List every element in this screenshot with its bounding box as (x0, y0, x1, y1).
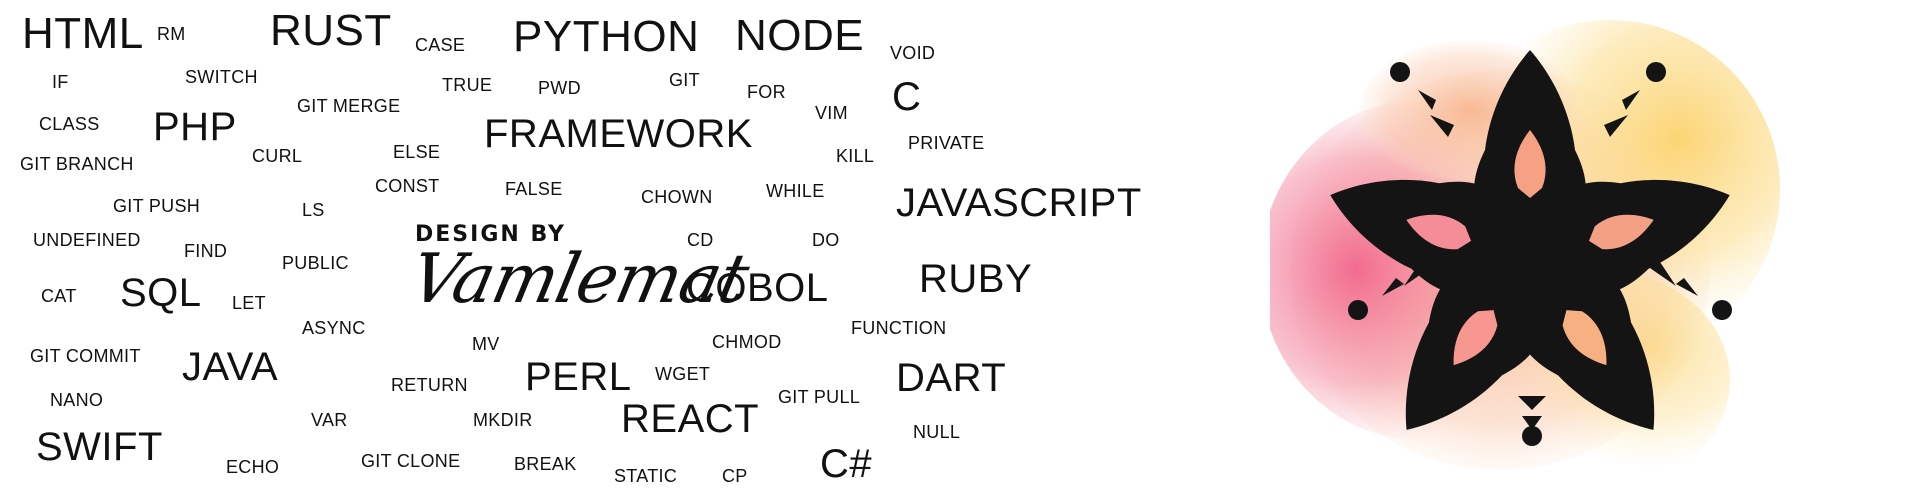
keyword-php: PHP (153, 105, 237, 149)
keyword-git-push: GIT PUSH (113, 196, 201, 216)
keyword-html: HTML (22, 9, 144, 58)
keyword-ruby: RUBY (919, 257, 1033, 301)
keyword-rm: RM (157, 24, 186, 44)
keyword-nano: NANO (50, 390, 104, 410)
keyword-pwd: PWD (538, 78, 581, 98)
keyword-swift: SWIFT (36, 425, 163, 469)
signature: Vamlemat (403, 240, 755, 319)
keyword-void: VOID (890, 43, 936, 63)
keyword-chmod: CHMOD (712, 332, 782, 352)
keyword-mv: MV (472, 334, 500, 354)
keyword-sql: SQL (120, 271, 202, 315)
keyword-javascript: JAVASCRIPT (896, 181, 1142, 225)
keyword-git-clone: GIT CLONE (361, 451, 461, 471)
keyword-git-commit: GIT COMMIT (30, 346, 141, 366)
keyword-undefined: UNDEFINED (33, 230, 141, 250)
keyword-true: TRUE (442, 75, 493, 95)
keyword-else: ELSE (393, 142, 441, 162)
keyword-c: C# (820, 442, 873, 486)
keyword-false: FALSE (505, 179, 563, 199)
keyword-mkdir: MKDIR (473, 410, 533, 430)
keyword-c: C (892, 75, 922, 119)
keyword-git-branch: GIT BRANCH (20, 154, 134, 174)
keyword-class: CLASS (39, 114, 100, 134)
keyword-for: FOR (747, 82, 786, 102)
keyword-do: DO (812, 230, 840, 250)
keyword-public: PUBLIC (282, 253, 349, 273)
keyword-git-pull: GIT PULL (778, 387, 861, 407)
keyword-framework: FRAMEWORK (484, 112, 753, 156)
design-by-label: DESIGN BY (415, 222, 566, 247)
keyword-kill: KILL (836, 146, 875, 166)
keyword-const: CONST (375, 176, 440, 196)
keyword-java: JAVA (182, 345, 279, 389)
keyword-let: LET (232, 293, 266, 313)
keyword-curl: CURL (252, 146, 303, 166)
keyword-rust: RUST (270, 6, 392, 55)
keyword-python: PYTHON (513, 12, 700, 61)
keyword-function: FUNCTION (851, 318, 947, 338)
keyword-wget: WGET (655, 364, 711, 384)
keyword-private: PRIVATE (908, 133, 985, 153)
keyword-cobol: COBOL (686, 266, 829, 310)
keyword-echo: ECHO (226, 457, 280, 477)
keyword-react: REACT (621, 397, 760, 441)
keyword-break: BREAK (514, 454, 577, 474)
keyword-while: WHILE (766, 181, 825, 201)
keyword-chown: CHOWN (641, 187, 713, 207)
keyword-ls: LS (302, 200, 325, 220)
keyword-node: NODE (735, 11, 865, 60)
keyword-dart: DART (896, 356, 1007, 400)
keyword-vim: VIM (815, 103, 848, 123)
keyword-async: ASYNC (302, 318, 366, 338)
keyword-return: RETURN (391, 375, 468, 395)
keyword-perl: PERL (525, 355, 632, 399)
keyword-git-merge: GIT MERGE (297, 96, 401, 116)
keyword-cd: CD (687, 230, 714, 250)
keyword-if: IF (52, 72, 69, 92)
flower-mandala-icon (1260, 20, 1780, 490)
keyword-cat: CAT (41, 286, 77, 306)
keyword-case: CASE (415, 35, 466, 55)
keyword-git: GIT (669, 70, 700, 90)
keyword-cp: CP (722, 466, 748, 486)
logo (1260, 20, 1790, 490)
keyword-static: STATIC (614, 466, 678, 486)
keyword-null: NULL (913, 422, 961, 442)
keyword-find: FIND (184, 241, 228, 261)
keyword-var: VAR (311, 410, 348, 430)
keyword-switch: SWITCH (185, 67, 258, 87)
